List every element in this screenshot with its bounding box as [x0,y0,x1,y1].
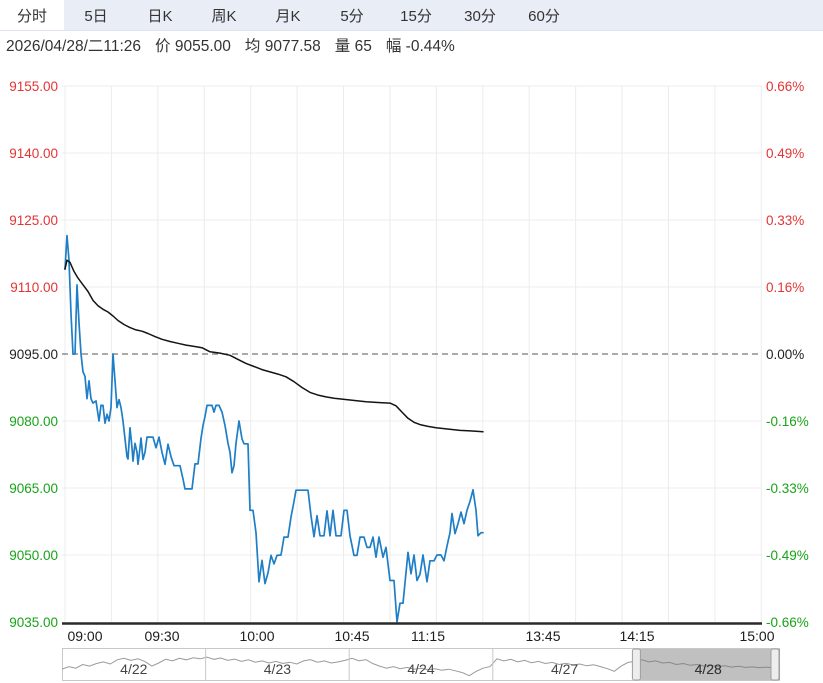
navigator-date-label: 4/23 [264,661,291,677]
y-gridlines [62,85,762,556]
quote-price: 价 9055.00 [155,38,231,55]
navigator-selected-date-label: 4/28 [695,661,722,677]
price-axis-label: 9095.00 [9,347,58,362]
tab-timeshare[interactable]: 分时 [0,0,64,30]
price-axis-label: 9110.00 [10,280,58,295]
navigator-frame [62,648,780,681]
tab-15min[interactable]: 15分 [400,7,432,25]
price-axis-label: 9050.00 [9,548,58,563]
left-axis-labels: 9155.00 9140.00 9125.00 9110.00 9095.00 9080.… [9,79,58,630]
x-axis-labels: 09:00 09:30 10:00 10:45 11:15 13:45 14:15 15:00 [67,628,774,644]
chart-canvas[interactable]: 9155.00 9140.00 9125.00 9110.00 9095.00 9080.… [0,60,823,648]
time-label: 11:15 [411,628,445,644]
quote-datetime: 2026/04/28/二11:26 [6,38,142,55]
time-label: 15:00 [739,628,774,644]
navigator-sparkline [62,656,780,677]
time-label: 10:45 [334,628,369,644]
price-axis-label: 9080.00 [9,414,58,429]
percent-axis-label: 0.66% [766,79,804,94]
percent-axis-label: -0.33% [766,481,809,496]
percent-axis-label: -0.66% [766,615,809,630]
navigator-date-label: 4/24 [407,661,434,677]
navigator-left-handle[interactable] [631,648,641,681]
time-label: 10:00 [239,628,274,644]
tab-60min[interactable]: 60分 [528,7,560,25]
right-axis-labels: 0.66% 0.49% 0.33% 0.16% 0.00% -0.16% -0.33% -0.… [766,79,809,630]
price-axis-label: 9125.00 [9,213,58,228]
percent-axis-label: 0.16% [766,280,804,295]
time-label: 09:30 [144,628,179,644]
tab-monthly-k[interactable]: 月K [275,7,301,25]
price-axis-label: 9140.00 [9,146,58,161]
price-axis-label: 9155.00 [9,79,58,94]
percent-axis-label: -0.16% [766,414,809,429]
tab-30min[interactable]: 30分 [464,7,496,25]
quote-average: 均 9077.58 [244,38,321,55]
time-label: 13:45 [525,628,560,644]
percent-axis-label: 0.00% [766,347,804,362]
percent-axis-label: -0.49% [766,548,809,563]
percent-axis-label: 0.33% [766,213,804,228]
quote-change-percent: 幅 -0.44% [385,38,455,55]
tab-daily-k[interactable]: 日K [147,7,173,25]
quote-info-line: 2026/04/28/二11:26 价 9055.00 均 9077.58 量 … [6,33,469,57]
navigator-date-label: 4/27 [551,661,578,677]
price-axis-label: 9065.00 [9,481,58,496]
date-navigator[interactable]: 4/224/234/244/274/284/28 [62,648,780,681]
quote-volume: 量 65 [334,38,372,55]
navigator-canvas[interactable]: 4/224/234/244/274/284/28 [62,648,780,681]
average-line [64,259,484,433]
navigator-date-label: 4/22 [120,661,147,677]
percent-axis-label: 0.49% [766,146,804,161]
period-tabbar: 分时 5日 日K 周K 月K 5分 15分 30分 60分 [0,0,823,31]
navigator-right-handle[interactable] [770,648,780,681]
tab-5day[interactable]: 5日 [84,7,108,25]
tab-5min[interactable]: 5分 [340,7,364,25]
time-label: 09:00 [67,628,102,644]
price-axis-label: 9035.00 [9,615,58,630]
tab-weekly-k[interactable]: 周K [211,7,237,25]
navigator-selected-range[interactable] [636,649,780,680]
timeshare-chart[interactable]: 9155.00 9140.00 9125.00 9110.00 9095.00 9080.… [0,60,823,648]
navigator-date-label: 4/28 [695,661,722,677]
time-label: 14:15 [619,628,654,644]
price-line [64,234,484,623]
